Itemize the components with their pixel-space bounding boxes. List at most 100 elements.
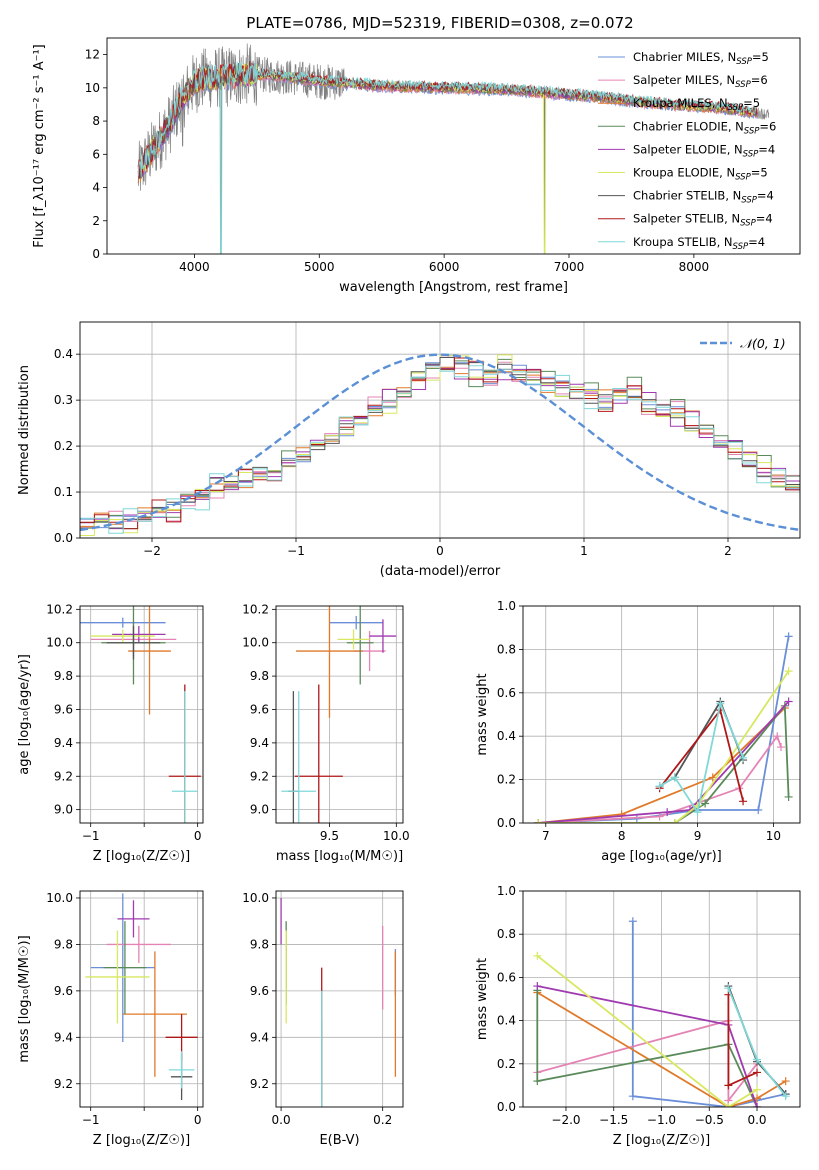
y-tick-label: 12 bbox=[85, 48, 100, 62]
histogram-series bbox=[80, 365, 800, 534]
data-point-marker bbox=[784, 792, 793, 801]
x-tick-label: −1 bbox=[82, 1113, 100, 1127]
x-tick-label: 0 bbox=[194, 1113, 202, 1127]
axes-frame bbox=[275, 605, 404, 824]
x-tick-label: 1 bbox=[580, 544, 588, 558]
data-point-marker bbox=[753, 1103, 762, 1107]
x-tick-label: 10 bbox=[766, 829, 781, 843]
data-point-marker bbox=[670, 819, 679, 823]
data-point-marker bbox=[663, 808, 672, 817]
y-tick-label: 9.4 bbox=[250, 736, 269, 750]
y-tick-label: 9.4 bbox=[250, 1030, 269, 1044]
weight-series-line bbox=[536, 991, 787, 1107]
data-point-marker bbox=[739, 797, 748, 806]
axes-age_vs_mass: 9.5 10.0 9.0 9.2 9.4 9.6 9.8 10.0 10.2 mass [log₁… bbox=[242, 602, 410, 864]
legend-label: Chabrier ELODIE, NSSP=6 bbox=[633, 119, 776, 136]
y-tick-label: 9.6 bbox=[250, 702, 269, 716]
histogram-series bbox=[80, 357, 800, 530]
legend-label: Kroupa STELIB, NSSP=4 bbox=[633, 235, 765, 252]
data-point-marker bbox=[533, 951, 542, 960]
data-point-marker bbox=[693, 808, 702, 817]
y-tick-label: 9.0 bbox=[54, 803, 73, 817]
x-tick-label: 0.0 bbox=[272, 1113, 291, 1127]
legend-label: Chabrier STELIB, NSSP=4 bbox=[633, 189, 774, 206]
y-tick-label: 9.2 bbox=[250, 1077, 269, 1091]
x-tick-label: 7 bbox=[542, 829, 550, 843]
plot-area-weight_vs_age bbox=[534, 632, 793, 823]
plot-area-spectrum bbox=[137, 43, 770, 254]
y-tick-label: 10.2 bbox=[242, 602, 269, 616]
y-tick-label: 0.8 bbox=[497, 927, 516, 941]
data-point-marker bbox=[784, 667, 793, 676]
plot-area-age_vs_Z bbox=[80, 606, 201, 823]
axes-weight_vs_age: 7 8 9 10 0.0 0.2 0.4 0.6 0.8 1.0 age [log₁₀(age/yr… bbox=[475, 599, 801, 864]
x-tick-label: −1 bbox=[287, 544, 305, 558]
y-tick-label: 9.8 bbox=[54, 937, 73, 951]
weight-series-line bbox=[536, 990, 758, 1107]
y-tick-label: 9.2 bbox=[54, 769, 73, 783]
y-tick-label: 0.6 bbox=[497, 970, 516, 984]
y-tick-label: 0.2 bbox=[54, 439, 73, 453]
y-tick-label: 9.6 bbox=[54, 702, 73, 716]
legend-label: Salpeter ELODIE, NSSP=4 bbox=[633, 142, 775, 159]
data-point-marker bbox=[753, 1068, 762, 1077]
histogram-series bbox=[80, 354, 800, 536]
data-point-marker bbox=[754, 805, 763, 814]
y-tick-label: 9.8 bbox=[54, 669, 73, 683]
data-point-marker bbox=[716, 699, 725, 708]
legend-label: Chabrier MILES, NSSP=5 bbox=[633, 50, 769, 67]
spectrum-legend: Chabrier MILES, NSSP=5 Salpeter MILES, NS… bbox=[598, 50, 776, 252]
data-point-marker bbox=[534, 819, 543, 823]
legend-label: Kroupa MILES, NSSP=5 bbox=[633, 96, 760, 113]
data-point-marker bbox=[655, 812, 664, 821]
y-axis-label: age [log₁₀(age/yr)] bbox=[17, 654, 32, 775]
legend-label: 𝒩(0, 1) bbox=[740, 336, 786, 351]
x-tick-label: 0 bbox=[194, 829, 202, 843]
axes-weight_vs_Z: −2.0 −1.5 −1.0 −0.5 0.0 0.0 0.2 0.4 0.6 0.8 1.0 Z [… bbox=[475, 884, 801, 1148]
data-point-marker bbox=[784, 697, 793, 706]
x-tick-label: 9.5 bbox=[320, 829, 339, 843]
x-tick-label: 0.2 bbox=[373, 1113, 392, 1127]
y-tick-label: 0.3 bbox=[54, 393, 73, 407]
weight-series-line bbox=[536, 955, 758, 1107]
y-axis-label: Normed distribution bbox=[17, 365, 32, 495]
plot-area-age_vs_mass bbox=[281, 606, 397, 823]
legend-label: Salpeter MILES, NSSP=6 bbox=[633, 73, 768, 90]
axes-residuals: −2 −1 0 1 2 0.0 0.1 0.2 0.3 0.4 (data-model)/error… bbox=[17, 321, 801, 579]
y-tick-label: 10.0 bbox=[46, 891, 73, 905]
data-point-marker bbox=[708, 773, 717, 782]
x-tick-label: 8 bbox=[618, 829, 626, 843]
axes-frame bbox=[522, 605, 801, 824]
plot-area-mass_vs_Z bbox=[85, 893, 198, 1101]
data-point-marker bbox=[724, 1103, 733, 1107]
axes-frame bbox=[106, 37, 801, 255]
x-axis-label: wavelength [Angstrom, rest frame] bbox=[339, 280, 568, 295]
y-axis-label: mass [log₁₀(M/M☉)] bbox=[17, 935, 32, 1062]
legend-label: Kroupa ELODIE, NSSP=5 bbox=[633, 166, 768, 183]
x-tick-label: 2 bbox=[724, 544, 732, 558]
x-tick-label: 4000 bbox=[179, 260, 210, 274]
x-tick-label: 0 bbox=[436, 544, 444, 558]
y-tick-label: 4 bbox=[92, 181, 100, 195]
y-tick-label: 9.0 bbox=[250, 803, 269, 817]
y-tick-label: 10.0 bbox=[46, 636, 73, 650]
x-tick-label: −1.5 bbox=[599, 1113, 628, 1127]
y-tick-label: 0.1 bbox=[54, 485, 73, 499]
x-axis-label: Z [log₁₀(Z/Z☉)] bbox=[613, 1133, 710, 1148]
data-point-marker bbox=[781, 1077, 790, 1086]
y-tick-label: 0.0 bbox=[497, 816, 516, 830]
y-axis-label: mass weight bbox=[475, 958, 490, 1040]
axes-frame bbox=[79, 321, 801, 539]
axes-frame bbox=[522, 890, 801, 1108]
y-tick-label: 0.6 bbox=[497, 686, 516, 700]
x-axis-label: E(B-V) bbox=[319, 1133, 359, 1148]
data-point-marker bbox=[701, 799, 710, 808]
data-point-marker bbox=[739, 753, 748, 762]
y-tick-label: 9.4 bbox=[54, 736, 73, 750]
data-point-marker bbox=[753, 1055, 762, 1064]
y-tick-label: 9.6 bbox=[250, 984, 269, 998]
x-tick-label: 10.0 bbox=[383, 829, 410, 843]
y-tick-label: 9.8 bbox=[250, 669, 269, 683]
data-point-marker bbox=[617, 810, 626, 819]
